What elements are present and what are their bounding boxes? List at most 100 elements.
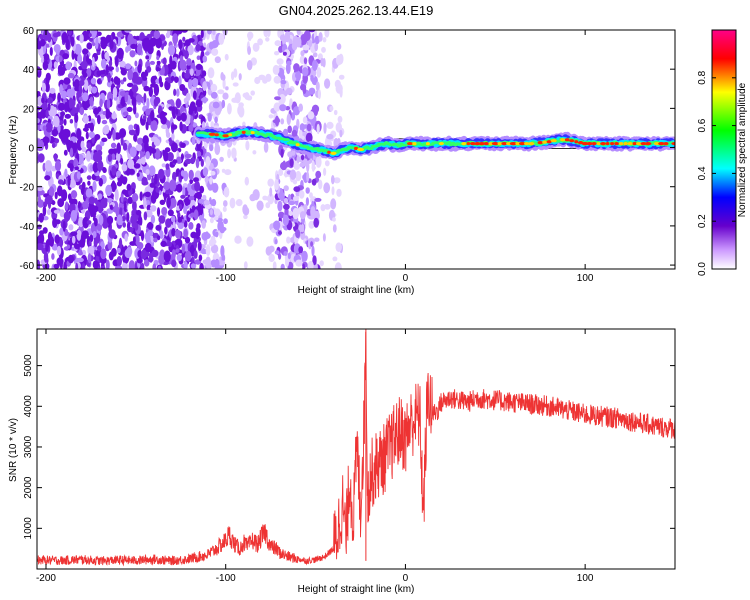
noise-speckle xyxy=(283,185,289,192)
noise-speckle xyxy=(193,238,198,249)
ridge-peak xyxy=(586,142,593,146)
noise-speckle xyxy=(250,90,255,96)
ridge-peak xyxy=(438,142,444,146)
noise-speckle xyxy=(74,79,80,88)
noise-speckle xyxy=(85,150,92,162)
noise-speckle xyxy=(157,265,162,269)
noise-speckle xyxy=(127,69,134,81)
noise-speckle xyxy=(73,158,78,167)
noise-speckle xyxy=(108,148,116,155)
noise-speckle xyxy=(101,137,108,142)
noise-speckle xyxy=(112,129,116,141)
noise-speckle xyxy=(105,259,110,269)
noise-speckle xyxy=(207,112,212,122)
y-tick-label: 20 xyxy=(23,104,35,115)
noise-speckle xyxy=(81,181,86,190)
noise-speckle xyxy=(310,74,314,82)
noise-speckle xyxy=(64,201,69,211)
noise-speckle xyxy=(302,124,308,129)
noise-speckle xyxy=(116,256,123,267)
noise-speckle xyxy=(96,51,101,56)
noise-speckle xyxy=(210,170,216,176)
noise-speckle xyxy=(166,99,174,105)
noise-speckle xyxy=(135,124,140,136)
noise-speckle xyxy=(66,88,73,98)
noise-speckle xyxy=(126,211,130,223)
noise-speckle xyxy=(287,125,293,134)
noise-speckle xyxy=(308,220,315,229)
noise-speckle xyxy=(268,253,275,263)
noise-speckle xyxy=(71,49,75,60)
noise-speckle xyxy=(150,147,157,154)
noise-speckle xyxy=(178,203,183,210)
noise-speckle xyxy=(135,94,143,103)
noise-speckle xyxy=(331,186,335,196)
noise-speckle xyxy=(111,165,117,176)
noise-speckle xyxy=(122,142,128,151)
noise-speckle xyxy=(221,99,226,109)
noise-speckle xyxy=(45,74,50,85)
noise-speckle xyxy=(279,34,285,42)
noise-speckle xyxy=(151,249,159,258)
ridge-peak xyxy=(658,142,665,146)
noise-speckle xyxy=(172,159,178,164)
noise-speckle xyxy=(303,57,308,65)
noise-speckle xyxy=(135,35,141,41)
noise-speckle xyxy=(209,177,213,185)
noise-speckle xyxy=(63,101,69,113)
noise-speckle xyxy=(143,211,148,221)
ridge-peak xyxy=(671,142,675,146)
noise-speckle xyxy=(167,209,174,217)
noise-speckle xyxy=(46,195,53,204)
noise-speckle xyxy=(101,119,108,125)
noise-speckle xyxy=(100,36,107,41)
noise-speckle xyxy=(213,208,221,217)
noise-speckle xyxy=(51,142,56,149)
noise-speckle xyxy=(155,67,161,72)
noise-speckle xyxy=(306,171,310,183)
spectrogram-panel: -200 -100 0 100 60 40 20 0 -20 -40 -60 Height of … xyxy=(8,26,676,296)
noise-speckle xyxy=(170,75,175,82)
noise-speckle xyxy=(141,76,148,81)
ridge-peak xyxy=(564,138,570,142)
noise-speckle xyxy=(86,220,92,225)
noise-speckle xyxy=(135,209,142,216)
noise-speckle xyxy=(274,51,280,56)
noise-speckle xyxy=(127,158,135,169)
noise-speckle xyxy=(146,97,150,110)
noise-speckle xyxy=(329,105,334,112)
noise-speckle xyxy=(188,196,195,201)
noise-speckle xyxy=(158,215,166,224)
spectrogram-y-ticks: 60 40 20 0 -20 -40 -60 xyxy=(20,26,675,272)
noise-speckle xyxy=(122,222,126,228)
noise-speckle xyxy=(66,244,71,249)
noise-speckle xyxy=(88,84,92,92)
noise-speckle xyxy=(155,187,160,193)
noise-speckle xyxy=(54,191,58,200)
noise-speckle xyxy=(69,99,76,107)
noise-speckle xyxy=(137,63,142,74)
ridge-peak xyxy=(469,142,476,146)
noise-speckle xyxy=(285,106,291,111)
noise-speckle xyxy=(92,260,99,269)
noise-speckle xyxy=(210,244,219,254)
noise-speckle xyxy=(105,184,113,197)
noise-speckle xyxy=(335,83,343,94)
noise-speckle xyxy=(274,250,280,255)
noise-speckle xyxy=(45,122,53,133)
noise-speckle xyxy=(41,97,45,104)
noise-speckle xyxy=(274,96,281,101)
noise-speckle xyxy=(166,120,171,129)
noise-speckle xyxy=(131,209,136,215)
noise-speckle xyxy=(148,86,153,98)
noise-speckle xyxy=(321,46,326,53)
noise-speckle xyxy=(243,214,248,220)
noise-speckle xyxy=(171,259,177,268)
noise-speckle xyxy=(283,197,289,204)
noise-speckle xyxy=(176,88,180,97)
noise-speckle xyxy=(322,233,326,242)
noise-speckle xyxy=(143,197,147,209)
noise-speckle xyxy=(63,149,68,156)
noise-speckle xyxy=(43,30,50,41)
spectrogram-x-axis-label: Height of straight line (km) xyxy=(298,285,415,296)
